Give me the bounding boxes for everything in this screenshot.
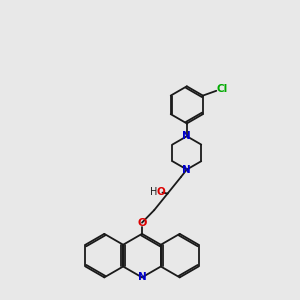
Text: N: N bbox=[182, 131, 191, 141]
Text: O: O bbox=[156, 187, 165, 197]
Text: Cl: Cl bbox=[217, 84, 228, 94]
Text: H: H bbox=[151, 187, 158, 197]
Text: N: N bbox=[182, 164, 191, 175]
Text: O: O bbox=[137, 218, 147, 228]
Text: N: N bbox=[138, 272, 146, 282]
